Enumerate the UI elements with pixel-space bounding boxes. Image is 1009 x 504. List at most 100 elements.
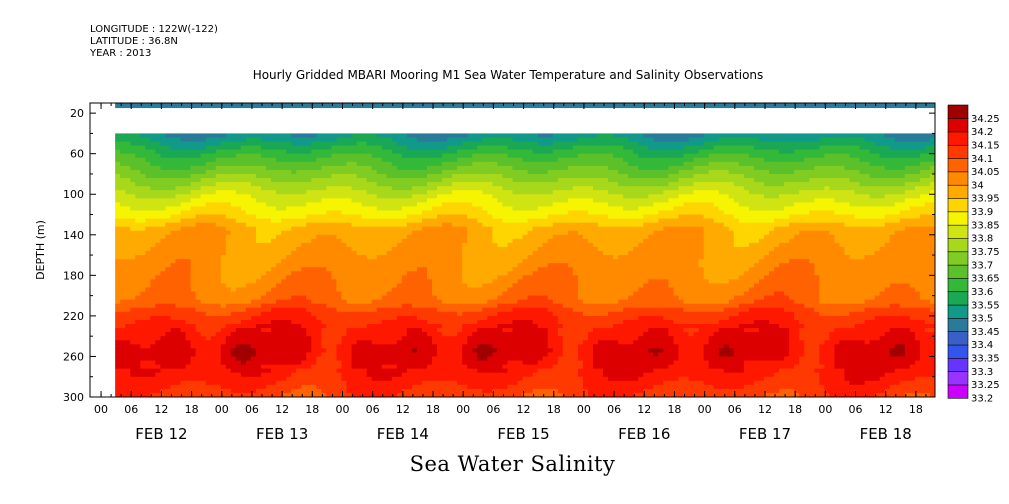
- heatmap-cell: [432, 153, 438, 159]
- heatmap-cell: [321, 210, 327, 216]
- heatmap-cell: [432, 384, 438, 390]
- heatmap-cell: [135, 222, 141, 228]
- heatmap-cell: [447, 242, 453, 248]
- heatmap-cell: [442, 287, 448, 293]
- heatmap-cell: [125, 299, 131, 305]
- heatmap-cell: [266, 392, 272, 397]
- heatmap-cell: [255, 169, 262, 175]
- heatmap-cell: [125, 173, 131, 179]
- heatmap-cell: [306, 364, 312, 370]
- heatmap-cell: [331, 186, 338, 191]
- heatmap-cell: [366, 178, 373, 183]
- heatmap-cell: [195, 194, 202, 199]
- heatmap-cell: [492, 242, 499, 248]
- heatmap-cell: [235, 218, 242, 224]
- heatmap-cell: [371, 198, 378, 203]
- heatmap-cell: [432, 137, 438, 143]
- heatmap-cell: [356, 169, 363, 175]
- heatmap-cell: [160, 336, 167, 341]
- heatmap-cell: [457, 376, 463, 382]
- heatmap-cell: [240, 178, 247, 183]
- heatmap-cell: [351, 182, 358, 187]
- heatmap-cell: [462, 344, 468, 349]
- heatmap-cell: [225, 190, 232, 195]
- heatmap-cell: [250, 161, 257, 167]
- heatmap-cell: [391, 352, 398, 358]
- heatmap-cell: [296, 198, 302, 203]
- heatmap-cell: [195, 255, 202, 260]
- heatmap-cell: [457, 169, 463, 175]
- heatmap-cell: [487, 336, 493, 341]
- heatmap-cell: [155, 202, 162, 208]
- heatmap-cell: [170, 307, 177, 313]
- heatmap-cell: [421, 271, 428, 276]
- heatmap-cell: [432, 242, 438, 248]
- heatmap-cell: [442, 186, 448, 191]
- heatmap-cell: [472, 259, 478, 264]
- heatmap-cell: [396, 133, 403, 139]
- heatmap-cell: [467, 234, 473, 240]
- heatmap-cell: [351, 324, 358, 329]
- heatmap-cell: [432, 328, 438, 333]
- heatmap-cell: [120, 311, 126, 317]
- heatmap-cell: [351, 332, 358, 337]
- heatmap-cell: [225, 218, 232, 224]
- heatmap-cell: [180, 271, 187, 276]
- heatmap-cell: [220, 319, 227, 325]
- heatmap-cell: [477, 368, 483, 374]
- heatmap-cell: [130, 153, 136, 159]
- heatmap-cell: [291, 279, 297, 285]
- heatmap-cell: [472, 344, 478, 349]
- heatmap-cell: [321, 372, 327, 378]
- heatmap-cell: [135, 267, 141, 272]
- heatmap-cell: [240, 372, 247, 378]
- heatmap-cell: [497, 194, 504, 199]
- heatmap-cell: [255, 186, 262, 191]
- heatmap-cell: [185, 340, 192, 345]
- heatmap-cell: [150, 259, 156, 264]
- heatmap-cell: [276, 198, 282, 203]
- heatmap-cell: [286, 287, 292, 293]
- heatmap-cell: [135, 328, 141, 333]
- heatmap-cell: [220, 255, 227, 260]
- heatmap-cell: [391, 137, 398, 143]
- heatmap-cell: [316, 263, 322, 268]
- heatmap-cell: [195, 242, 202, 248]
- heatmap-cell: [170, 214, 177, 220]
- heatmap-cell: [411, 178, 418, 183]
- heatmap-cell: [396, 303, 403, 309]
- heatmap-cell: [447, 356, 453, 362]
- heatmap-cell: [165, 178, 172, 183]
- heatmap-cell: [432, 202, 438, 208]
- heatmap-cell: [155, 299, 162, 305]
- heatmap-cell: [200, 238, 207, 244]
- heatmap-cell: [346, 295, 353, 301]
- heatmap-cell: [180, 283, 187, 289]
- heatmap-cell: [366, 340, 373, 345]
- heatmap-cell: [210, 182, 217, 187]
- heatmap-cell: [205, 218, 212, 224]
- heatmap-cell: [135, 198, 141, 203]
- heatmap-cell: [341, 380, 348, 386]
- heatmap-cell: [432, 340, 438, 345]
- heatmap-cell: [155, 380, 162, 386]
- heatmap-cell: [140, 230, 146, 236]
- heatmap-cell: [235, 133, 242, 139]
- heatmap-cell: [276, 368, 282, 374]
- heatmap-cell: [145, 295, 151, 301]
- heatmap-cell: [261, 149, 267, 155]
- heatmap-cell: [321, 384, 327, 390]
- heatmap-cell: [165, 348, 172, 353]
- heatmap-cell: [286, 271, 292, 276]
- heatmap-cell: [291, 206, 297, 212]
- heatmap-cell: [170, 263, 177, 268]
- heatmap-cell: [396, 336, 403, 341]
- heatmap-cell: [115, 226, 121, 232]
- heatmap-cell: [366, 186, 373, 191]
- heatmap-cell: [150, 230, 156, 236]
- heatmap-cell: [356, 230, 363, 236]
- heatmap-cell: [346, 173, 353, 179]
- heatmap-cell: [220, 242, 227, 248]
- heatmap-cell: [401, 364, 408, 370]
- heatmap-cell: [497, 165, 504, 171]
